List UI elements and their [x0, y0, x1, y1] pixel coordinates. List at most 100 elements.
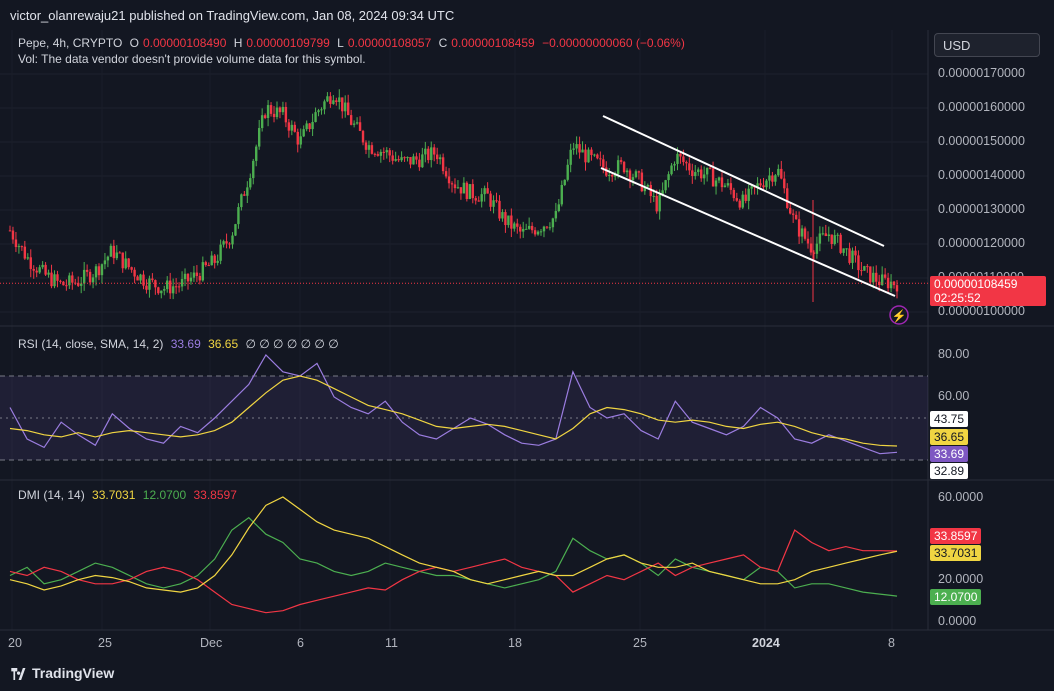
candle-body [85, 269, 89, 272]
candle-body [492, 200, 495, 207]
candle-body [82, 269, 86, 284]
candle-body [774, 175, 777, 182]
candle-body [444, 171, 448, 177]
candle-body [688, 163, 691, 171]
candle-body [228, 243, 231, 245]
candle-body [744, 194, 747, 201]
candle-body [189, 277, 193, 282]
rsi-sma-line [9, 375, 898, 447]
candle-body [26, 257, 29, 259]
candle-body [50, 272, 53, 287]
candle-body [495, 200, 498, 202]
candle-body [266, 105, 270, 118]
candle-body [44, 264, 47, 275]
candle-body [71, 275, 74, 283]
candle-body [243, 194, 246, 196]
rsi-label: RSI (14, close, SMA, 14, 2) [18, 337, 164, 351]
candle-body [59, 280, 62, 282]
low-value: 0.00000108057 [347, 36, 432, 50]
candle-body [124, 258, 127, 269]
candle-body [453, 184, 457, 189]
candle-body [14, 239, 18, 248]
candle-body [768, 175, 771, 181]
candle-body [634, 171, 638, 178]
candle-body [851, 250, 854, 263]
candle-body [560, 184, 563, 205]
candle-body [249, 178, 252, 188]
candle-body [551, 218, 555, 228]
candle-body [883, 274, 887, 278]
x-tick-25: 25 [98, 636, 112, 650]
candle-body [352, 123, 356, 125]
candle-body [465, 182, 469, 199]
candle-body [186, 273, 190, 282]
candle-body [394, 159, 397, 161]
candle-body [605, 167, 608, 176]
candle-body [643, 186, 647, 192]
rsi-hidden-markers: ∅ ∅ ∅ ∅ ∅ ∅ ∅ [245, 337, 339, 351]
candle-body [765, 180, 768, 188]
price-tick-label: 0.00000120000 [938, 236, 1025, 250]
candle-body [382, 151, 385, 153]
plus-di-tag: 12.0700 [930, 589, 982, 605]
candle-body [403, 157, 406, 159]
candle-body [818, 233, 822, 244]
candle-body [468, 184, 472, 199]
candle-body [23, 246, 27, 259]
candle-body [305, 123, 308, 130]
candle-body [204, 262, 207, 266]
rsi-sma-value: 36.65 [208, 337, 239, 351]
candle-body [41, 264, 44, 268]
candle-body [794, 214, 798, 220]
candle-body [596, 154, 599, 159]
rsi-axis-60: 60.00 [938, 389, 970, 403]
candle-body [504, 212, 507, 226]
price-legend: Pepe, 4h, CRYPTO O 0.00000108490 H 0.00000… [18, 36, 685, 50]
candle-body [797, 219, 801, 237]
candle-body [29, 257, 32, 269]
candle-body [587, 149, 590, 163]
candle-body [47, 272, 50, 275]
tradingview-icon [11, 668, 26, 681]
candle-body [516, 223, 519, 227]
channel-upper-line [602, 115, 885, 247]
candle-body [329, 96, 332, 104]
candle-body [732, 189, 736, 199]
dmi-legend: DMI (14, 14) 33.7031 12.0700 33.8597 [18, 488, 241, 502]
candle-body [216, 260, 219, 263]
candle-body [714, 180, 718, 187]
candle-body [803, 228, 807, 239]
candle-body [112, 245, 116, 259]
candle-body [364, 142, 368, 150]
candle-body [344, 102, 347, 112]
candle-body [694, 172, 697, 177]
candle-body [682, 156, 685, 163]
dmi-axis-20: 20.0000 [938, 572, 984, 586]
candle-body [771, 175, 774, 182]
candle-body [225, 241, 228, 244]
candle-body [323, 101, 326, 110]
candle-body [456, 187, 460, 189]
candle-body [151, 278, 154, 281]
candle-body [94, 266, 98, 278]
candle-body [869, 266, 872, 283]
open-value: 0.00000108490 [142, 36, 227, 50]
candle-body [786, 188, 789, 208]
currency-button[interactable]: USD [934, 33, 1040, 57]
candle-body [800, 228, 804, 237]
high-value: 0.00000109799 [246, 36, 330, 50]
adx-tag: 33.7031 [930, 545, 982, 561]
candle-body [777, 168, 780, 176]
candle-body [154, 280, 157, 288]
candle-body [391, 155, 394, 161]
candle-body [163, 289, 166, 291]
candle-body [637, 171, 641, 173]
candle-body [616, 160, 620, 175]
candle-body [231, 235, 234, 245]
candle-body [127, 258, 130, 268]
candle-body [720, 177, 724, 188]
candle-body [157, 287, 160, 294]
candle-body [213, 255, 216, 263]
candle-body [68, 275, 71, 286]
